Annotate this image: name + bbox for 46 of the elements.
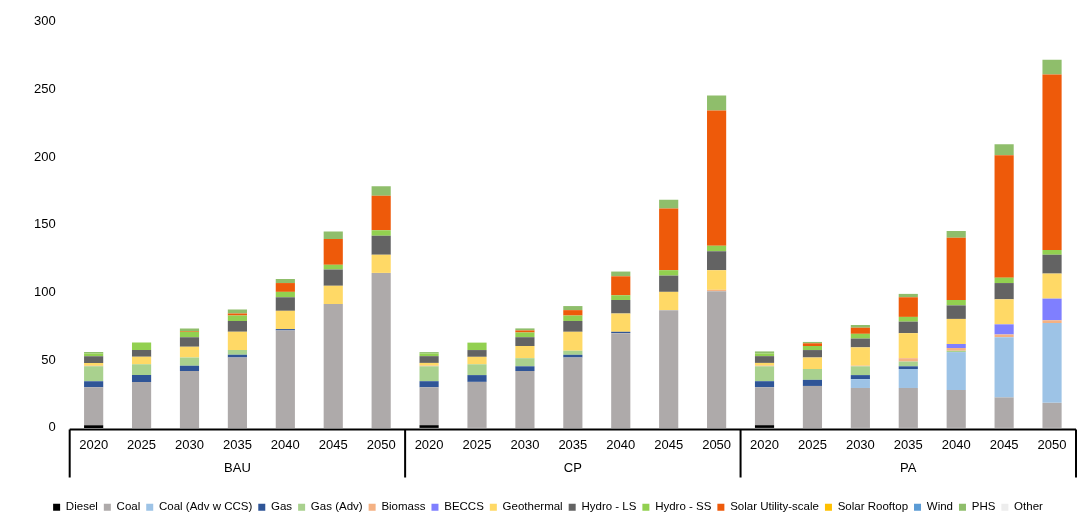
x-tick-label: 2035 [893, 437, 923, 453]
legend-label: Diesel [65, 500, 98, 513]
x-tick-label: 2025 [797, 437, 827, 453]
legend-label: Solar Rooftop [837, 500, 909, 513]
legend-label: Geothermal [502, 500, 563, 513]
x-tick-label: 2045 [989, 437, 1019, 453]
x-tick-label: 2020 [750, 437, 779, 453]
x-tick-label: 2030 [175, 437, 204, 453]
x-tick-label: 2050 [702, 437, 732, 453]
x-tick-label: 2040 [606, 437, 636, 453]
x-tick-label: 2025 [127, 437, 157, 453]
legend-label: Biomass [381, 500, 426, 513]
y-tick-label: 300 [33, 13, 56, 29]
x-tick-label: 2030 [845, 437, 875, 453]
text: BAU [224, 459, 251, 475]
text: CP [563, 459, 582, 475]
text: PA [900, 459, 917, 475]
legend-label: Coal (Adv w CCS) [158, 500, 253, 513]
legend-label: Coal [116, 500, 141, 513]
legend-label: BECCS [444, 500, 485, 513]
x-tick-label: 2025 [462, 437, 492, 453]
x-tick-label: 2040 [941, 437, 971, 453]
y-tick-label: 200 [33, 148, 56, 164]
x-tick-label: 2030 [510, 437, 540, 453]
x-tick-label: 2040 [270, 437, 300, 453]
legend-label: Gas [271, 500, 293, 513]
x-tick-label: 2020 [414, 437, 444, 453]
y-tick-label: 250 [33, 81, 56, 97]
x-tick-label: 2045 [654, 437, 684, 453]
x-tick-label: 2045 [318, 437, 348, 453]
x-tick-label: 2035 [222, 437, 252, 453]
legend-label: Solar Utility-scale [730, 500, 819, 513]
legend-label: Other [1014, 500, 1044, 513]
y-tick-label: 50 [41, 351, 56, 367]
y-tick-label: 150 [33, 216, 56, 232]
legend-label: Wind [926, 500, 953, 513]
x-tick-label: 2035 [558, 437, 588, 453]
y-tick-label: 100 [33, 284, 56, 300]
x-tick-label: 2050 [366, 437, 396, 453]
legend-label: Hydro - SS [655, 500, 712, 513]
x-tick-label: 2050 [1037, 437, 1067, 453]
legend-label: Hydro - LS [581, 500, 637, 513]
legend-label: PHS [971, 500, 996, 513]
y-tick-label: 0 [48, 419, 56, 435]
legend-label: Gas (Adv) [310, 500, 363, 513]
x-tick-label: 2020 [79, 437, 109, 453]
